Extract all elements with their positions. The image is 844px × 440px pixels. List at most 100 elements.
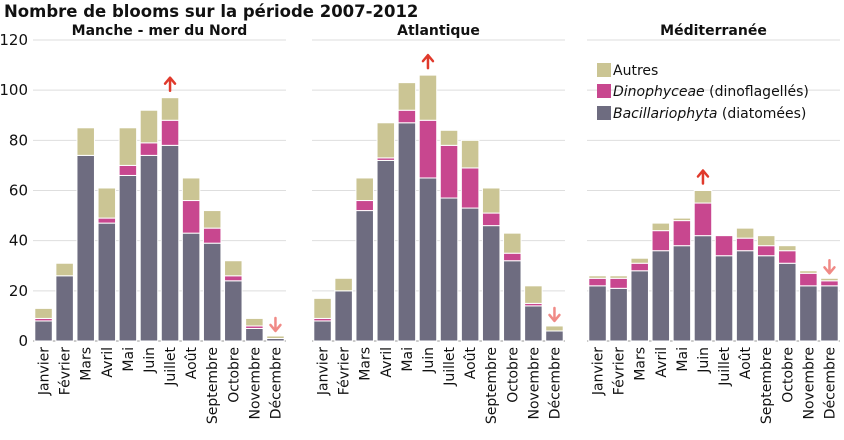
bar-mediterranee-aout-bac xyxy=(735,250,755,342)
legend-label-bac: Bacillariophyta (diatomées) xyxy=(613,106,806,122)
bar-mediterranee-juillet-bac xyxy=(714,255,734,342)
bar-manche-mer-du-nord-avril-bac xyxy=(97,222,117,342)
bar-atlantique-mai-autres xyxy=(397,82,417,111)
bar-atlantique-juin-autres xyxy=(418,74,438,121)
bar-mediterranee-decembre-bac xyxy=(820,285,839,342)
bar-manche-mer-du-nord-octobre-autres xyxy=(224,260,243,277)
bar-atlantique-septembre-dino xyxy=(481,212,501,227)
panel-title-manche-mer-du-nord: Manche - mer du Nord xyxy=(72,23,248,39)
bar-atlantique-aout-dino xyxy=(460,167,480,209)
bar-manche-mer-du-nord-mars-autres xyxy=(76,127,95,156)
bar-manche-mer-du-nord-aout-dino xyxy=(181,200,201,234)
legend-label-italic: Bacillariophyta xyxy=(613,106,717,122)
legend-label-italic: Dinophyceae xyxy=(613,84,705,100)
legend-swatch-dino xyxy=(597,84,611,98)
x-tick-label: Juillet xyxy=(717,346,733,386)
bar-mediterranee-janvier-autres xyxy=(588,275,607,279)
x-tick-label: Avril xyxy=(654,347,670,378)
bar-manche-mer-du-nord-mai-autres xyxy=(118,127,138,166)
bar-manche-mer-du-nord-novembre-autres xyxy=(245,317,264,327)
bar-mediterranee-decembre-dino xyxy=(820,280,839,287)
bar-manche-mer-du-nord-octobre-bac xyxy=(224,280,243,342)
bar-mediterranee-mars-autres xyxy=(630,257,649,264)
y-tick-label: 20 xyxy=(9,282,28,300)
x-tick-label: Mai xyxy=(121,347,137,372)
legend-swatch-bac xyxy=(597,106,611,120)
bar-mediterranee-decembre-autres xyxy=(820,277,839,282)
bar-mediterranee-juillet-dino xyxy=(714,235,734,257)
bar-atlantique-aout-autres xyxy=(460,139,480,169)
bar-mediterranee-aout-dino xyxy=(735,237,755,252)
bar-mediterranee-juin-autres xyxy=(693,190,713,204)
x-tick-label: Mars xyxy=(79,347,95,381)
bar-mediterranee-avril-bac xyxy=(651,250,671,342)
y-tick-label: 120 xyxy=(0,31,28,49)
x-tick-label: Octobre xyxy=(780,347,796,403)
x-tick-label: Mars xyxy=(633,347,649,381)
x-tick-label: Juin xyxy=(696,347,712,374)
x-tick-label: Octobre xyxy=(226,347,242,403)
arrow-down-manche-mer-du-nord-decembre xyxy=(269,316,282,333)
panel-title-atlantique: Atlantique xyxy=(397,23,480,39)
y-tick-label: 100 xyxy=(0,81,28,99)
bar-mediterranee-septembre-dino xyxy=(756,245,776,257)
bar-mediterranee-novembre-autres xyxy=(799,270,818,274)
legend-label-text: Autres xyxy=(613,63,658,79)
bar-atlantique-aout-bac xyxy=(460,207,480,342)
x-tick-label: Septembre xyxy=(759,347,775,424)
bar-mediterranee-octobre-autres xyxy=(778,245,797,252)
x-tick-label: Mars xyxy=(358,347,374,381)
bar-mediterranee-octobre-dino xyxy=(778,250,797,264)
bar-atlantique-janvier-autres xyxy=(313,297,332,319)
bar-mediterranee-juin-dino xyxy=(693,202,713,237)
x-tick-label: Février xyxy=(58,347,74,395)
y-tick-label: 0 xyxy=(18,332,28,350)
x-tick-label: Juin xyxy=(421,347,437,374)
bar-manche-mer-du-nord-juillet-autres xyxy=(160,97,180,121)
panel-title-mediterranee: Méditerranée xyxy=(660,23,767,39)
bar-mediterranee-fevrier-dino xyxy=(609,277,628,289)
bar-mediterranee-mai-dino xyxy=(672,220,692,247)
x-tick-label: Décembre xyxy=(268,347,284,419)
bar-atlantique-avril-autres xyxy=(376,122,396,159)
bar-atlantique-octobre-autres xyxy=(503,232,522,254)
legend-label-dino: Dinophyceae (dinoflagellés) xyxy=(613,84,809,100)
bar-atlantique-septembre-autres xyxy=(481,187,501,214)
bar-mediterranee-octobre-bac xyxy=(778,262,797,342)
bar-manche-mer-du-nord-janvier-autres xyxy=(34,307,53,319)
bar-atlantique-mai-bac xyxy=(397,122,417,342)
arrow-down-atlantique-decembre xyxy=(548,306,561,323)
bar-manche-mer-du-nord-octobre-dino xyxy=(224,275,243,282)
x-tick-label: Mai xyxy=(400,347,416,372)
y-tick-label: 80 xyxy=(9,131,28,149)
x-tick-label: Août xyxy=(184,346,200,379)
bar-atlantique-janvier-bac xyxy=(313,320,332,342)
x-tick-label: Novembre xyxy=(247,347,263,420)
bar-manche-mer-du-nord-mai-dino xyxy=(118,164,138,176)
bar-manche-mer-du-nord-juillet-dino xyxy=(160,119,180,146)
bar-mediterranee-juin-bac xyxy=(693,235,713,342)
chart-title: Nombre de blooms sur la période 2007-201… xyxy=(4,2,418,21)
bar-manche-mer-du-nord-aout-bac xyxy=(181,232,201,342)
x-tick-label: Novembre xyxy=(526,347,542,420)
y-tick-label: 40 xyxy=(9,232,28,250)
bar-mediterranee-fevrier-autres xyxy=(609,275,628,279)
bar-manche-mer-du-nord-juin-autres xyxy=(139,109,159,144)
bar-mediterranee-septembre-bac xyxy=(756,255,776,342)
bar-atlantique-octobre-dino xyxy=(503,252,522,262)
x-tick-label: Décembre xyxy=(822,347,838,419)
bar-mediterranee-septembre-autres xyxy=(756,235,776,247)
legend-label-text: (dinoflagellés) xyxy=(705,84,809,100)
bar-mediterranee-mars-dino xyxy=(630,262,649,272)
x-tick-label: Février xyxy=(612,347,628,395)
legend-label-text: (diatomées) xyxy=(717,106,806,122)
x-tick-label: Juillet xyxy=(442,346,458,386)
bar-mediterranee-mai-autres xyxy=(672,217,692,222)
x-tick-label: Janvier xyxy=(591,347,607,396)
bar-atlantique-fevrier-autres xyxy=(334,277,353,292)
bar-manche-mer-du-nord-septembre-dino xyxy=(202,227,222,244)
bar-mediterranee-fevrier-bac xyxy=(609,287,628,342)
bar-manche-mer-du-nord-fevrier-bac xyxy=(55,275,74,342)
bar-atlantique-juin-dino xyxy=(418,119,438,179)
